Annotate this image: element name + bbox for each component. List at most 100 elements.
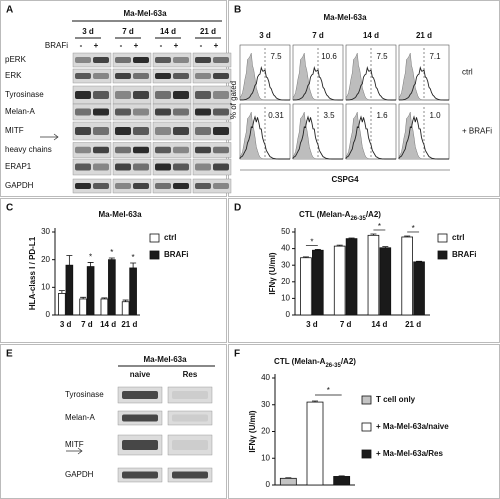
blot-band	[133, 163, 149, 171]
blot-band	[155, 183, 171, 189]
panel-frame	[228, 344, 500, 499]
blot-band	[195, 108, 211, 116]
legend-swatch	[149, 233, 160, 243]
error-bar	[370, 233, 377, 236]
blot-band	[133, 146, 149, 154]
blot-band	[213, 91, 229, 99]
y-tick-label: 30	[281, 260, 290, 269]
error-bar	[87, 262, 94, 267]
blot-band	[75, 146, 91, 154]
blot-band	[122, 391, 158, 399]
blot-band	[122, 440, 158, 450]
blot-band	[133, 57, 149, 63]
blot-band	[115, 108, 131, 116]
x-tick-label: 14 d	[100, 320, 116, 329]
flow-ylabel: % of gated	[229, 81, 238, 119]
blot-band	[155, 57, 171, 63]
bar	[279, 477, 297, 486]
blot-strip	[112, 52, 152, 68]
y-tick-label: 40	[261, 373, 270, 382]
blot-strip	[167, 434, 213, 456]
legend-label: BRAFi	[164, 250, 188, 259]
blot-band	[195, 183, 211, 189]
legend-swatch	[149, 250, 160, 260]
bar	[333, 476, 351, 486]
time-label: 7 d	[122, 27, 134, 36]
gate-percent: 1.6	[376, 111, 388, 120]
legend-label: ctrl	[452, 233, 464, 242]
bar	[79, 298, 87, 316]
row-label: GAPDH	[5, 181, 34, 190]
blot-band	[173, 146, 189, 154]
significance-label: *	[378, 222, 381, 231]
blot-band	[115, 73, 131, 79]
error-bar	[416, 260, 423, 262]
chart-title: CTL (Melan-A26-35/A2)	[299, 210, 381, 221]
x-tick-label: 3 d	[306, 320, 318, 329]
blot-band	[75, 108, 91, 116]
legend-label: ctrl	[164, 233, 176, 242]
blot-strip	[112, 142, 152, 158]
blot-strip	[167, 386, 213, 404]
legend-swatch	[361, 422, 372, 432]
y-tick-label: 10	[281, 294, 290, 303]
chart-title: CTL (Melan-A26-35/A2)	[274, 357, 356, 368]
x-tick-label: 7 d	[340, 320, 352, 329]
significance-label: *	[412, 224, 415, 233]
flow-title: Ma-Mel-63a	[323, 13, 367, 22]
blot-band	[173, 73, 189, 79]
blot-band	[93, 183, 109, 189]
y-tick-label: 0	[286, 310, 291, 319]
gate-percent: 0.31	[268, 111, 284, 120]
gate-percent: 10.6	[321, 52, 337, 61]
blot-band	[115, 57, 131, 63]
blot-band	[133, 127, 149, 135]
time-label: 7 d	[312, 31, 324, 40]
row-label: Melan-A	[65, 413, 95, 422]
blot-strip	[72, 121, 112, 141]
panel-label: D	[234, 203, 241, 214]
blot-band	[173, 57, 189, 63]
legend-label: + Ma-Mel-63a/Res	[376, 449, 443, 458]
blot-band	[155, 127, 171, 135]
bar	[100, 298, 109, 316]
bar	[86, 266, 95, 316]
blot-band	[75, 73, 91, 79]
blot-strip	[152, 52, 192, 68]
legend-label: + Ma-Mel-63a/naive	[376, 422, 449, 431]
bar	[121, 301, 130, 316]
blot-band	[75, 183, 91, 189]
blot-band	[75, 163, 91, 171]
panel-label: E	[6, 349, 13, 360]
blot-band	[173, 91, 189, 99]
blot-band	[213, 146, 229, 154]
error-bar	[130, 262, 137, 268]
blot-band	[173, 108, 189, 116]
blot-band	[122, 471, 158, 479]
chart-title: Ma-Mel-63a	[98, 210, 142, 219]
blot-band	[155, 108, 171, 116]
error-bar	[314, 249, 321, 251]
mitf-arrow	[66, 447, 83, 455]
blot-band	[172, 414, 208, 422]
panel-label: A	[6, 5, 13, 16]
y-tick-label: 10	[41, 282, 50, 291]
significance-label: *	[132, 253, 135, 262]
y-tick-label: 50	[281, 227, 290, 236]
bar	[379, 247, 392, 316]
blot-strip	[152, 121, 192, 141]
condition-label: -	[120, 41, 123, 50]
stain-curve	[292, 115, 343, 160]
blot-strip	[72, 52, 112, 68]
blot-band	[173, 163, 189, 171]
row-label: MITF	[65, 440, 84, 449]
blot-strip	[152, 178, 192, 194]
blot-strip	[152, 103, 192, 121]
column-label: Res	[183, 370, 198, 379]
blot-band	[195, 127, 211, 135]
row-label: heavy chains	[5, 145, 52, 154]
title-part: 26-35	[350, 216, 366, 222]
treatment-label: BRAFi	[45, 41, 68, 50]
blot-band	[93, 163, 109, 171]
blot-strip	[112, 158, 152, 176]
